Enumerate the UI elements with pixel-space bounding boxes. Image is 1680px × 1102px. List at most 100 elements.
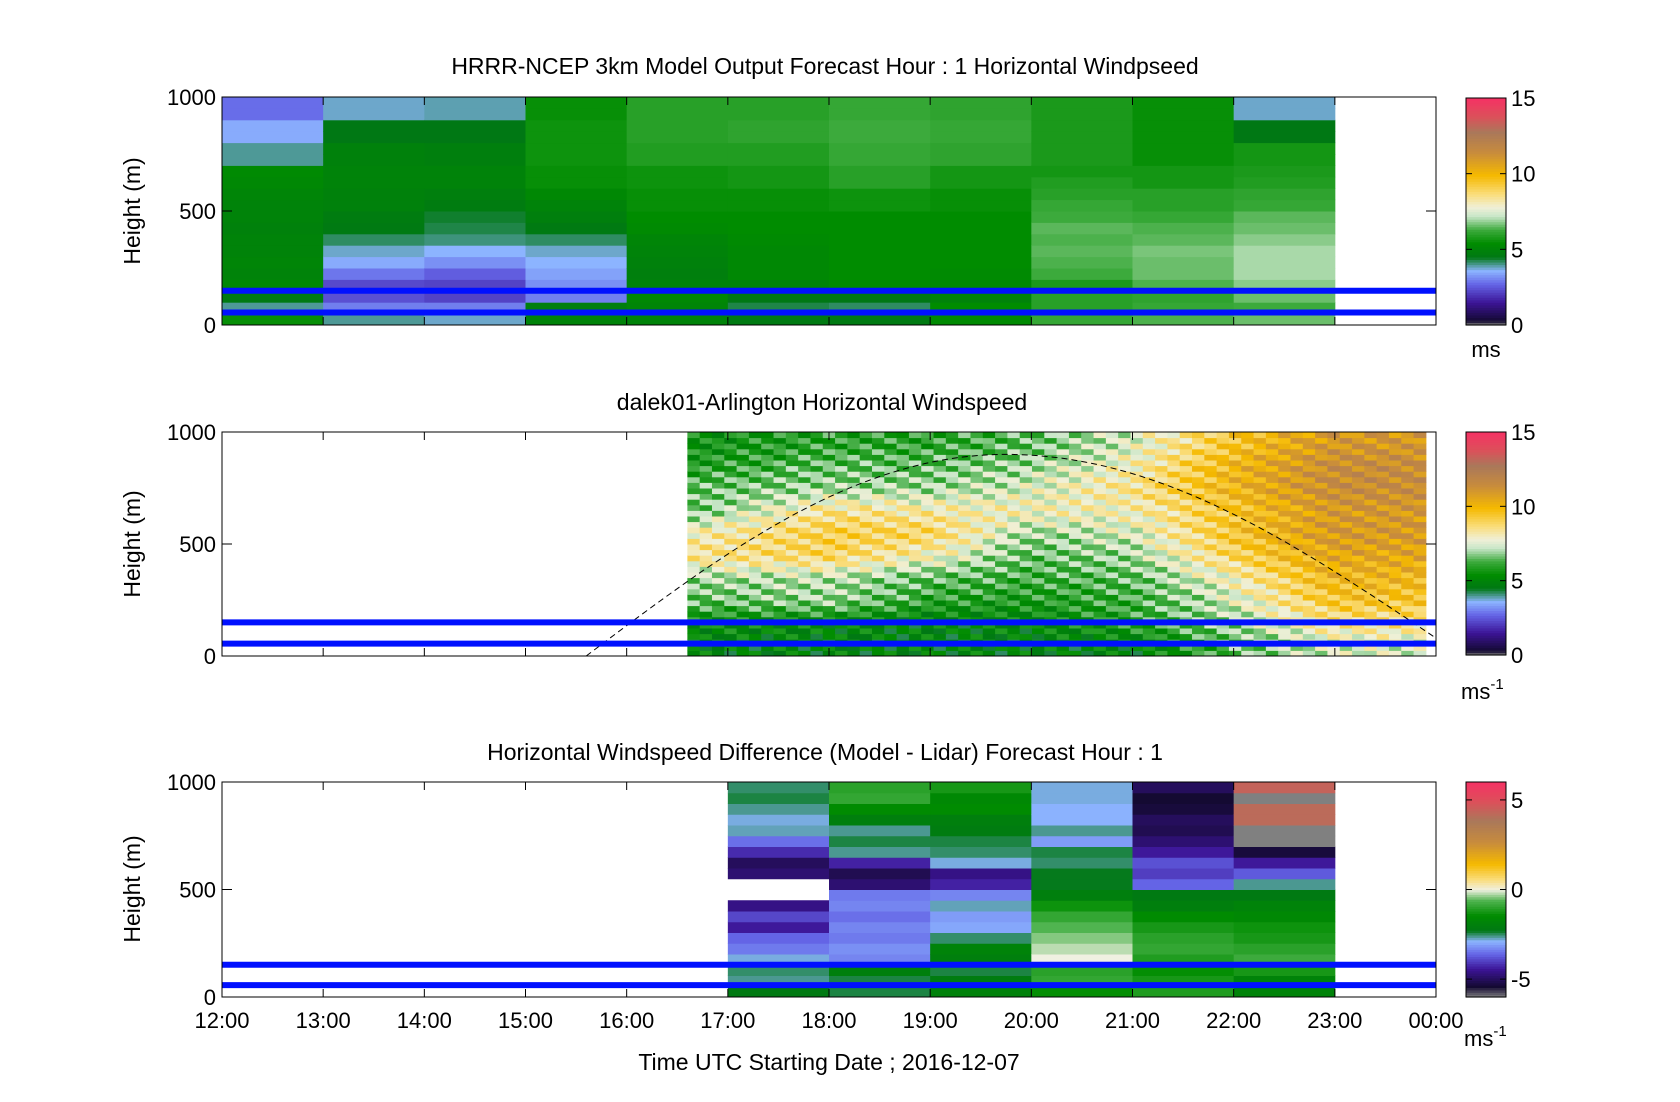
colorbar-swatch xyxy=(1466,456,1506,460)
heatmap-cell xyxy=(1241,633,1255,640)
heatmap-cell xyxy=(687,611,701,618)
heatmap-cell xyxy=(785,448,799,455)
heatmap-cell xyxy=(711,521,725,528)
colorbar-swatch xyxy=(1466,484,1506,488)
heatmap-cell xyxy=(982,527,996,534)
heatmap-cell xyxy=(1068,527,1082,534)
heatmap-cell xyxy=(1401,588,1415,595)
heatmap-cell xyxy=(1228,482,1242,489)
heatmap-cell xyxy=(1118,600,1131,607)
heatmap-cell xyxy=(1327,572,1341,579)
heatmap-cell xyxy=(1315,594,1328,601)
heatmap-cell xyxy=(424,279,526,292)
colorbar-swatch xyxy=(1466,934,1506,938)
heatmap-cell xyxy=(884,465,898,472)
heatmap-cell xyxy=(1032,555,1045,562)
heatmap-cell xyxy=(908,622,922,629)
heatmap-cell xyxy=(1044,460,1058,467)
heatmap-cell xyxy=(995,583,1008,590)
y-tick-label: 0 xyxy=(204,985,216,1010)
heatmap-cell xyxy=(1007,504,1021,511)
heatmap-cell xyxy=(847,443,861,450)
colorbar-swatch xyxy=(1466,304,1506,308)
heatmap-cell xyxy=(1388,499,1402,506)
heatmap-cell xyxy=(1216,482,1230,489)
heatmap-cell xyxy=(1044,549,1058,556)
heatmap-cell xyxy=(908,650,922,657)
heatmap-cell xyxy=(835,510,848,517)
heatmap-cell xyxy=(1142,521,1156,528)
heatmap-cell xyxy=(748,555,762,562)
heatmap-cell xyxy=(748,460,762,467)
heatmap-cell xyxy=(626,131,729,144)
heatmap-cell xyxy=(921,583,935,590)
heatmap-cell xyxy=(727,857,830,869)
heatmap-cell xyxy=(835,605,848,612)
heatmap-cell xyxy=(687,588,701,595)
heatmap-cell xyxy=(908,448,922,455)
heatmap-cell xyxy=(1019,538,1033,545)
heatmap-cell xyxy=(810,650,824,657)
heatmap-cell xyxy=(1068,443,1082,450)
heatmap-cell xyxy=(1019,504,1033,511)
heatmap-cell xyxy=(1233,199,1336,212)
heatmap-cell xyxy=(1401,465,1415,472)
heatmap-cell xyxy=(724,644,738,651)
heatmap-cell xyxy=(727,256,830,269)
heatmap-cell xyxy=(711,510,725,517)
heatmap-cell xyxy=(1401,448,1415,455)
heatmap-cell xyxy=(1031,857,1133,869)
colorbar-swatch xyxy=(1466,135,1506,139)
heatmap-cell xyxy=(736,600,750,607)
colorbar-swatch xyxy=(1466,432,1506,436)
heatmap-cell xyxy=(829,142,931,155)
heatmap-cell xyxy=(1228,493,1242,500)
heatmap-cell xyxy=(1155,605,1168,612)
heatmap-cell xyxy=(822,628,836,635)
heatmap-cell xyxy=(847,560,861,567)
heatmap-cell xyxy=(736,476,750,483)
heatmap-cell xyxy=(859,476,873,483)
heatmap-cell xyxy=(711,538,725,545)
heatmap-cell xyxy=(1132,176,1235,189)
colorbar-swatch xyxy=(1466,793,1506,797)
heatmap-cell xyxy=(736,538,750,545)
heatmap-cell xyxy=(945,460,959,467)
heatmap-cell xyxy=(1352,476,1365,483)
heatmap-cell xyxy=(1019,476,1033,483)
heatmap-cell xyxy=(1413,566,1427,573)
heatmap-cell xyxy=(424,142,526,155)
heatmap-cell xyxy=(1376,488,1390,495)
heatmap-cell xyxy=(687,443,701,450)
heatmap-cell xyxy=(859,622,873,629)
heatmap-cell xyxy=(1056,555,1070,562)
heatmap-cell xyxy=(761,633,775,640)
heatmap-cell xyxy=(995,504,1008,511)
heatmap-cell xyxy=(724,600,738,607)
heatmap-cell xyxy=(871,460,885,467)
colorbar-swatch xyxy=(1466,118,1506,122)
colorbar-swatch xyxy=(1466,891,1506,895)
heatmap-cell xyxy=(1081,493,1095,500)
heatmap-cell xyxy=(835,611,848,618)
heatmap-cell xyxy=(727,268,830,280)
heatmap-cell xyxy=(1130,572,1144,579)
heatmap-cell xyxy=(773,622,787,629)
heatmap-cell xyxy=(933,650,947,657)
heatmap-cell xyxy=(1265,460,1279,467)
panel-difference-colorbar-unit: ms-1 xyxy=(1464,1023,1507,1051)
heatmap-cell xyxy=(1376,510,1390,517)
heatmap-cell xyxy=(1032,633,1045,640)
heatmap-cell xyxy=(1155,633,1168,640)
heatmap-cell xyxy=(982,538,996,545)
heatmap-cell xyxy=(945,443,959,450)
y-tick-label: 500 xyxy=(179,532,216,557)
heatmap-cell xyxy=(1192,555,1205,562)
heatmap-cell xyxy=(1253,465,1267,472)
boundary-layer-curve xyxy=(585,453,1437,657)
heatmap-cell xyxy=(871,488,885,495)
heatmap-cell xyxy=(958,628,971,635)
heatmap-cell xyxy=(1413,465,1427,472)
heatmap-cell xyxy=(1352,572,1365,579)
x-tick-label: 20:00 xyxy=(1004,1008,1059,1033)
